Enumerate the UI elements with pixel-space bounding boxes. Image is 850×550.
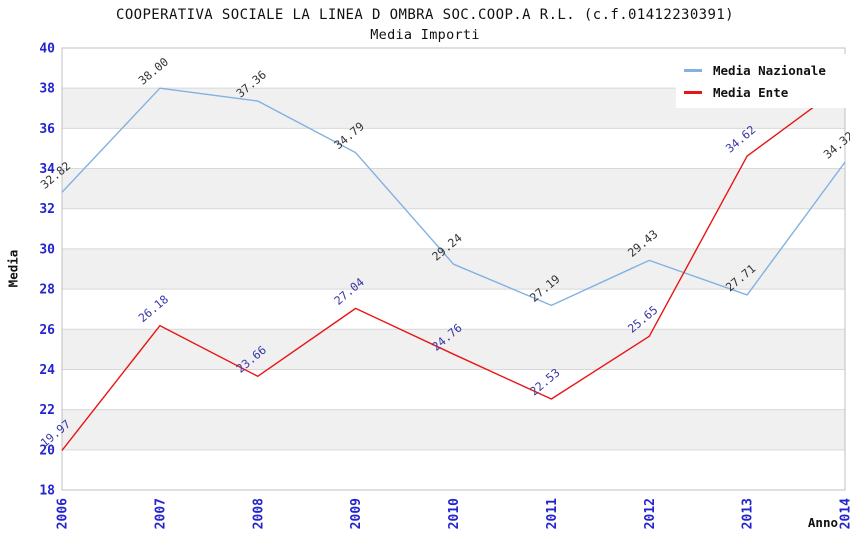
point-label: 34.32 xyxy=(821,129,850,162)
y-tick-label: 26 xyxy=(39,323,55,338)
legend: Media Nazionale Media Ente xyxy=(676,54,850,108)
point-label: 38.00 xyxy=(136,55,172,88)
chart-subtitle: Media Importi xyxy=(370,27,480,43)
plot-band xyxy=(62,409,845,450)
y-tick-label: 34 xyxy=(39,162,55,177)
point-label: 26.18 xyxy=(136,292,172,325)
y-tick-label: 40 xyxy=(39,42,55,57)
legend-item: Media Nazionale xyxy=(684,59,850,81)
x-tick-label: 2009 xyxy=(349,498,364,529)
x-tick-label: 2008 xyxy=(251,498,266,529)
y-tick-label: 32 xyxy=(39,202,55,217)
legend-label: Media Ente xyxy=(713,84,789,100)
x-tick-label: 2013 xyxy=(741,498,756,529)
y-tick-label: 30 xyxy=(39,242,55,257)
plot-border xyxy=(61,47,846,491)
chart-title: COOPERATIVA SOCIALE LA LINEA D OMBRA SOC… xyxy=(115,7,734,23)
plot-band xyxy=(62,329,845,370)
legend-swatch-line-icon xyxy=(684,90,702,94)
y-tick-label: 38 xyxy=(39,82,55,97)
y-tick-label: 20 xyxy=(39,443,55,458)
x-tick-label: 2007 xyxy=(153,498,168,529)
x-axis-title: Anno xyxy=(807,515,838,530)
x-tick-label: 2014 xyxy=(839,498,850,529)
x-tick-label: 2011 xyxy=(545,498,560,529)
legend-item: Media Ente xyxy=(684,81,850,103)
y-tick-label: 22 xyxy=(39,403,55,418)
y-tick-label: 28 xyxy=(39,283,55,298)
plot-band xyxy=(62,168,845,209)
series-line-media-nazionale xyxy=(61,87,846,307)
x-tick-label: 2012 xyxy=(643,498,658,529)
y-tick-label: 36 xyxy=(39,122,55,137)
y-tick-label: 24 xyxy=(39,363,55,378)
legend-label: Media Nazionale xyxy=(713,62,826,78)
legend-swatch-line-icon xyxy=(684,68,702,72)
plot-band xyxy=(62,248,845,290)
y-tick-label: 18 xyxy=(39,484,55,499)
x-tick-label: 2010 xyxy=(447,498,462,529)
x-tick-label: 2006 xyxy=(56,498,71,529)
point-label: 22.53 xyxy=(527,365,563,398)
series-line-media-ente xyxy=(61,83,846,451)
